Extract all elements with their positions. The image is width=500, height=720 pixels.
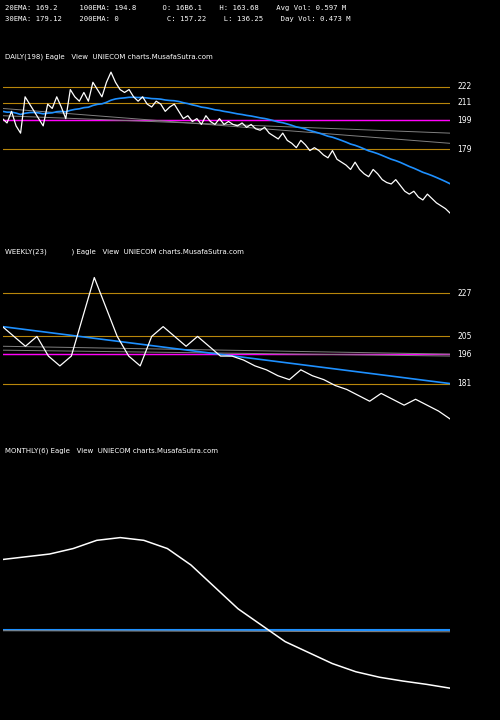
- Text: 222: 222: [457, 82, 471, 91]
- Text: 181: 181: [457, 379, 471, 388]
- Text: MONTHLY(6) Eagle   View  UNIECOM charts.MusafaSutra.com: MONTHLY(6) Eagle View UNIECOM charts.Mus…: [5, 448, 218, 454]
- Text: 227: 227: [457, 289, 471, 298]
- Text: 179: 179: [457, 145, 471, 153]
- Text: 196: 196: [457, 350, 471, 359]
- Text: 205: 205: [457, 332, 471, 341]
- Text: WEEKLY(23)           ) Eagle   View  UNIECOM charts.MusafaSutra.com: WEEKLY(23) ) Eagle View UNIECOM charts.M…: [5, 248, 244, 255]
- Text: 30EMA: 179.12    200EMA: 0           C: 157.22    L: 136.25    Day Vol: 0.473 M: 30EMA: 179.12 200EMA: 0 C: 157.22 L: 136…: [5, 16, 350, 22]
- Text: 199: 199: [457, 116, 471, 125]
- Text: 20EMA: 169.2     100EMA: 194.8      O: 16B6.1    H: 163.68    Avg Vol: 0.597 M: 20EMA: 169.2 100EMA: 194.8 O: 16B6.1 H: …: [5, 5, 346, 11]
- Text: 211: 211: [457, 98, 471, 107]
- Text: DAILY(198) Eagle   View  UNIECOM charts.MusafaSutra.com: DAILY(198) Eagle View UNIECOM charts.Mus…: [5, 54, 213, 60]
